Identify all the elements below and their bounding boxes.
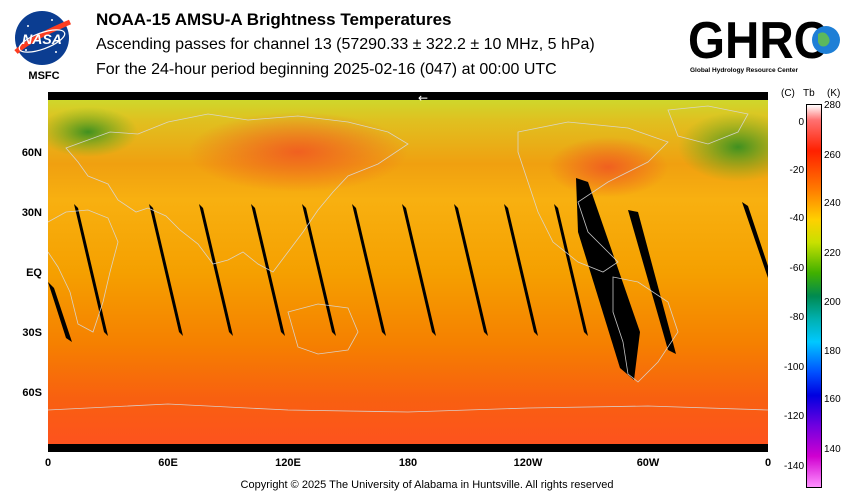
colorbar-celsius-tick: -40 bbox=[789, 213, 804, 224]
data-gap-swath bbox=[352, 204, 386, 336]
colorbar-celsius-tick: -140 bbox=[783, 461, 804, 472]
data-gap-swath bbox=[454, 204, 488, 336]
data-gap-swath bbox=[628, 210, 676, 354]
lon-label-180: 180 bbox=[398, 457, 418, 469]
colorbar-celsius-tick: -120 bbox=[783, 411, 804, 422]
data-gap-swath bbox=[199, 204, 233, 336]
data-gap-swath bbox=[251, 204, 285, 336]
lat-label-60n: 60N bbox=[21, 147, 42, 159]
lat-label-30n: 30N bbox=[21, 207, 42, 219]
colorbar-kelvin-tick: 240 bbox=[824, 198, 841, 209]
colorbar-kelvin-tick: 220 bbox=[824, 248, 841, 259]
colorbar-header-kelvin: (K) bbox=[827, 88, 841, 99]
colorbar-celsius-tick: -100 bbox=[783, 362, 804, 373]
lon-label-0-east: 0 bbox=[764, 457, 772, 469]
colorbar-celsius-tick: 0 bbox=[798, 117, 804, 128]
lat-label-30s: 30S bbox=[22, 327, 42, 339]
lat-label-60s: 60S bbox=[22, 387, 42, 399]
lon-label-120e: 120E bbox=[275, 457, 301, 469]
colorbar-kelvin-tick: 260 bbox=[824, 150, 841, 161]
nasa-logo: NASA MSFC bbox=[12, 8, 74, 82]
brightness-temperature-map: ← bbox=[38, 91, 798, 452]
map-title: NOAA-15 AMSU-A Brightness Temperatures bbox=[96, 10, 452, 29]
colorbar-kelvin-tick: 140 bbox=[824, 444, 841, 455]
nasa-logo-text: NASA bbox=[22, 31, 62, 47]
copyright-notice: Copyright © 2025 The University of Alaba… bbox=[240, 479, 614, 491]
data-gap-swath bbox=[48, 282, 72, 342]
lon-label-60w: 60W bbox=[636, 457, 660, 469]
map-canvas: ← bbox=[38, 91, 798, 452]
colorbar-kelvin-tick: 280 bbox=[824, 100, 841, 111]
nasa-logo-sub: MSFC bbox=[28, 70, 59, 82]
data-gap-swath bbox=[149, 204, 183, 336]
colorbar-kelvin-tick: 160 bbox=[824, 394, 841, 405]
data-gap-swath bbox=[554, 204, 588, 336]
colorbar-celsius-tick: -60 bbox=[789, 263, 804, 274]
colorbar-kelvin-tick: 200 bbox=[824, 297, 841, 308]
lat-label-eq: EQ bbox=[26, 267, 42, 279]
lon-label-120w: 120W bbox=[513, 457, 543, 469]
colorbar-celsius-tick: -80 bbox=[789, 312, 804, 323]
ghrc-logo-text: GHRC bbox=[688, 12, 828, 70]
data-gap-swath bbox=[742, 202, 768, 278]
map-period: For the 24-hour period beginning 2025-02… bbox=[96, 61, 557, 78]
colorbar bbox=[806, 104, 822, 488]
colorbar-header-tb: Tb bbox=[803, 88, 815, 99]
lon-label-0: 0 bbox=[44, 457, 52, 469]
colorbar-celsius-tick: -20 bbox=[789, 165, 804, 176]
data-gap-swath bbox=[302, 204, 336, 336]
data-gap-swath bbox=[504, 204, 538, 336]
data-gap-swath bbox=[402, 204, 436, 336]
map-subtitle: Ascending passes for channel 13 (57290.3… bbox=[96, 36, 595, 53]
ghrc-logo-sub: Global Hydrology Resource Center bbox=[690, 67, 798, 74]
data-gap-swath bbox=[74, 204, 108, 336]
ghrc-logo: GHRC Global Hydrology Resource Center bbox=[686, 10, 850, 76]
colorbar-header-celsius: (C) bbox=[781, 88, 795, 99]
data-gap-swath bbox=[576, 178, 640, 380]
colorbar-kelvin-tick: 180 bbox=[824, 346, 841, 357]
lon-label-60e: 60E bbox=[158, 457, 178, 469]
direction-arrow: ← bbox=[418, 92, 428, 105]
